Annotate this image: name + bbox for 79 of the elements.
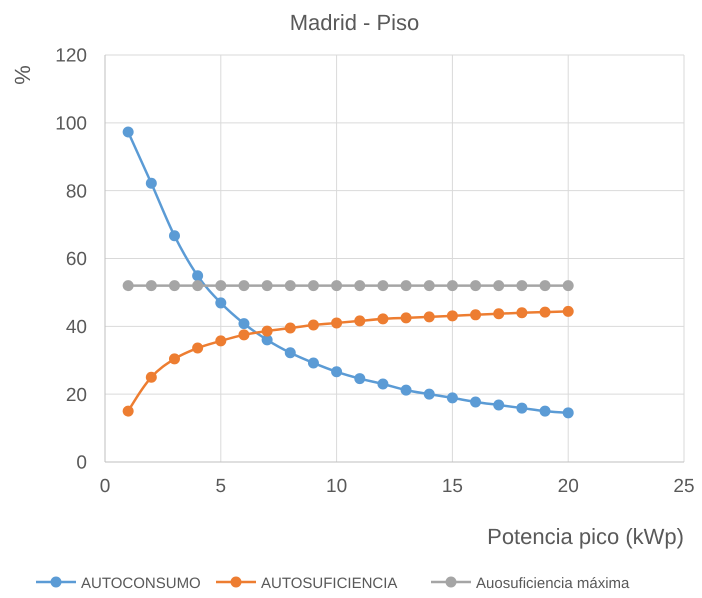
x-tick-label: 25 [673, 476, 695, 497]
chart-title: Madrid - Piso [290, 10, 420, 35]
point [424, 388, 435, 400]
point [215, 297, 226, 308]
point [122, 126, 134, 138]
point [192, 280, 204, 292]
y-tick-label: 80 [66, 181, 87, 202]
point [146, 280, 157, 292]
point [331, 280, 342, 292]
point [540, 406, 551, 417]
point [446, 310, 458, 322]
point [284, 347, 296, 358]
point [168, 353, 180, 364]
point [493, 400, 504, 411]
y-tick-label: 20 [66, 384, 87, 406]
point [400, 384, 412, 396]
legend-label: AUTOSUFICIENCIA [261, 575, 398, 592]
x-tick-label: 10 [326, 476, 348, 497]
point [146, 372, 157, 383]
point [470, 280, 482, 292]
point [377, 378, 388, 390]
point [493, 308, 504, 320]
point [238, 318, 250, 330]
point [354, 315, 366, 326]
point [540, 306, 551, 318]
point [400, 312, 412, 324]
x-tick-label: 15 [442, 476, 463, 497]
point [562, 306, 574, 317]
point [354, 373, 366, 384]
point [168, 280, 180, 292]
y-axis-title: % [10, 65, 35, 85]
point [354, 280, 366, 292]
point [562, 407, 574, 418]
point [377, 280, 388, 292]
point [192, 342, 204, 354]
point [424, 311, 435, 322]
point [308, 357, 319, 368]
point [470, 396, 482, 408]
point [284, 322, 296, 334]
point [238, 329, 250, 340]
point [331, 317, 342, 328]
point [215, 280, 226, 292]
point [516, 402, 528, 414]
point [540, 280, 551, 292]
point [400, 280, 412, 292]
point [446, 280, 458, 292]
point [516, 280, 528, 292]
point [284, 280, 296, 292]
x-axis-title: Potencia pico (kWp) [487, 524, 684, 549]
y-tick-label: 40 [66, 316, 87, 338]
point [215, 335, 226, 346]
point [262, 334, 273, 346]
point [192, 270, 204, 282]
point [331, 366, 342, 378]
point [122, 280, 134, 292]
point [493, 280, 504, 292]
point [122, 406, 134, 417]
point [308, 319, 319, 330]
y-tick-label: 0 [76, 452, 87, 474]
x-tick-label: 5 [216, 476, 226, 497]
point [262, 280, 273, 292]
y-tick-label: 60 [66, 249, 87, 270]
x-tick-label: 0 [100, 476, 110, 497]
point [562, 280, 574, 292]
point [446, 392, 458, 404]
point [308, 280, 319, 292]
point [470, 309, 482, 320]
legend-label: Auosuficiencia máxima [476, 575, 630, 592]
legend-label: AUTOCONSUMO [81, 575, 201, 592]
point [262, 326, 273, 337]
point [516, 307, 528, 318]
point [377, 313, 388, 324]
y-tick-label: 100 [55, 113, 87, 134]
point [238, 280, 250, 292]
point [146, 178, 157, 189]
point [168, 230, 180, 242]
point [424, 280, 435, 292]
y-tick-label: 120 [55, 46, 87, 67]
x-tick-label: 20 [558, 476, 579, 497]
